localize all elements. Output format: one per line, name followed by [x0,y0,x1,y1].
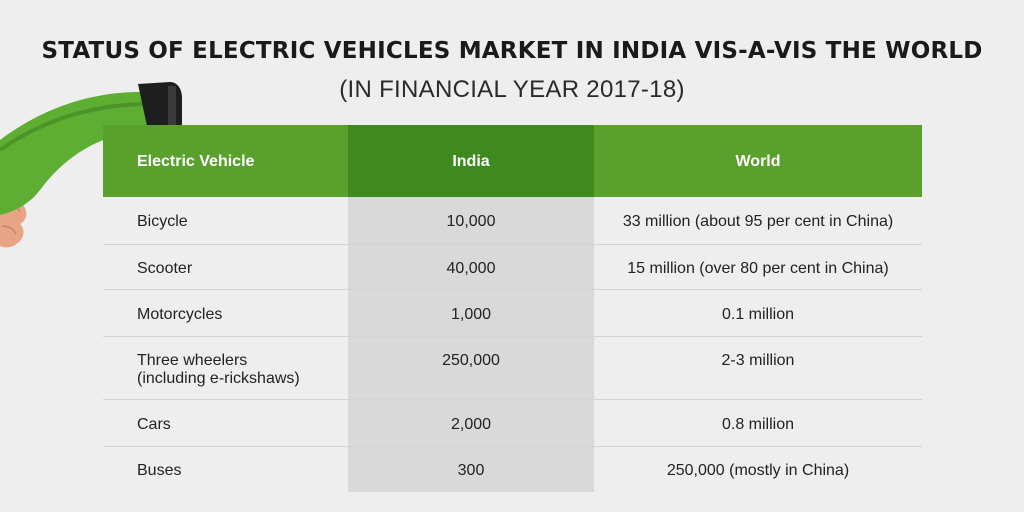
cell-india: 2,000 [450,416,492,433]
cell-world: 33 million (about 95 per cent in China) [622,213,894,230]
cell-world: 250,000 (mostly in China) [666,462,850,479]
header-electric-vehicle: Electric Vehicle [137,153,255,170]
ev-market-table: Electric Vehicle India World Bicycle 10,… [103,125,922,492]
cell-world: 0.8 million [721,416,795,433]
cell-world: 2-3 million [721,352,795,369]
cell-vehicle: Scooter [137,260,193,277]
cell-india: 1,000 [450,306,492,323]
cell-vehicle-line2: (including e-rickshaws) [137,370,300,387]
table-row: Cars 2,000 0.8 million [103,399,922,447]
cell-vehicle: Bicycle [137,213,188,230]
cell-india: 10,000 [446,213,496,230]
page-subtitle: (IN FINANCIAL YEAR 2017-18) [339,76,685,103]
cell-vehicle-line1: Three wheelers [137,352,248,369]
cell-india: 300 [457,462,485,479]
cell-india: 250,000 [442,352,500,369]
cell-vehicle: Motorcycles [137,306,223,323]
table-row: Three wheelers (including e-rickshaws) 2… [103,336,922,400]
page-title: STATUS OF ELECTRIC VEHICLES MARKET IN IN… [41,38,983,64]
ev-charger-plug-illustration [0,82,182,248]
cell-vehicle: Buses [137,462,182,479]
table-row: Motorcycles 1,000 0.1 million [103,289,922,337]
table-header-india-bg [348,125,594,197]
table-row: Buses 300 250,000 (mostly in China) [103,446,922,493]
table-row: Scooter 40,000 15 million (over 80 per c… [103,244,922,290]
cell-india: 40,000 [446,260,496,277]
header-india: India [452,153,490,170]
cell-vehicle: Three wheelers (including e-rickshaws) [137,352,347,388]
charger-handle [0,91,158,215]
header-world: World [735,153,781,170]
table-row: Bicycle 10,000 33 million (about 95 per … [103,197,922,244]
cell-world: 15 million (over 80 per cent in China) [627,260,889,277]
cell-world: 0.1 million [721,306,795,323]
cell-vehicle: Cars [137,416,171,433]
